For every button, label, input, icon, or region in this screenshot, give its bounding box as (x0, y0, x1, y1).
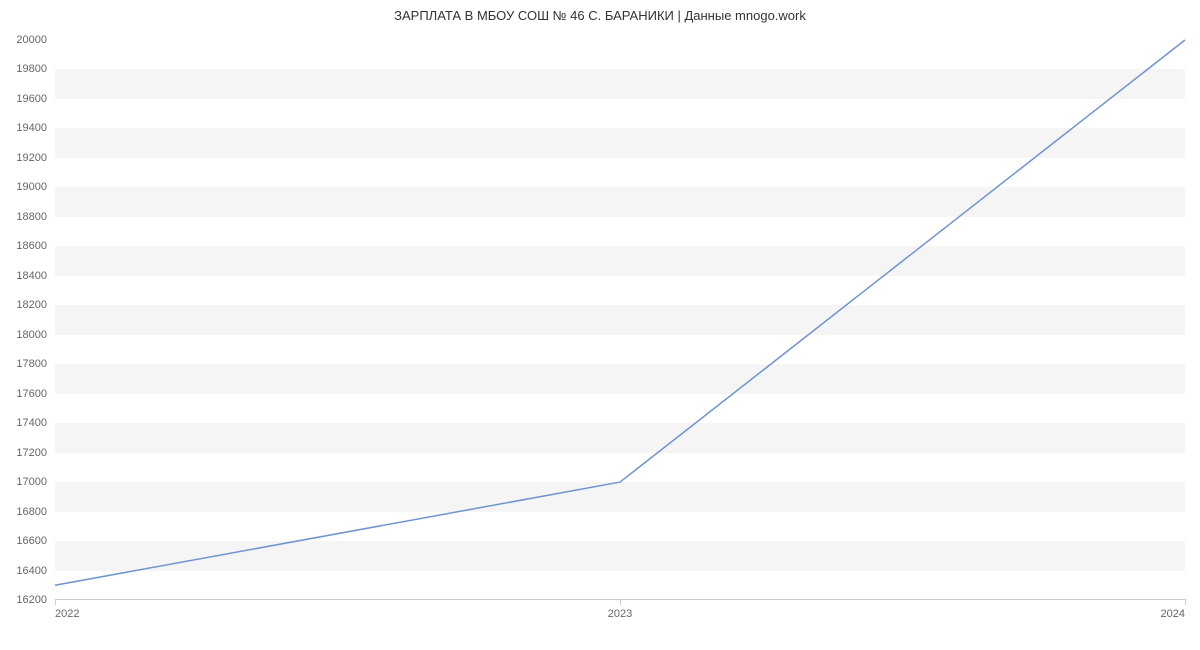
x-tick (1185, 599, 1186, 605)
y-tick-label: 16200 (16, 594, 47, 606)
y-tick-label: 19400 (16, 122, 47, 134)
x-tick-label: 2022 (55, 608, 79, 620)
y-tick-label: 16400 (16, 565, 47, 577)
series-line (55, 40, 1185, 585)
x-tick-label: 2024 (1161, 608, 1185, 620)
y-tick-label: 18000 (16, 329, 47, 341)
y-tick-label: 17200 (16, 447, 47, 459)
y-tick-label: 19600 (16, 93, 47, 105)
y-tick-label: 19000 (16, 181, 47, 193)
y-tick-label: 19200 (16, 152, 47, 164)
y-tick-label: 19800 (16, 63, 47, 75)
chart-plot-area: 1620016400166001680017000172001740017600… (55, 40, 1185, 600)
x-tick-label: 2023 (608, 608, 632, 620)
y-tick-label: 18400 (16, 270, 47, 282)
y-tick-label: 18800 (16, 211, 47, 223)
y-tick-label: 17000 (16, 476, 47, 488)
y-tick-label: 16800 (16, 506, 47, 518)
y-tick-label: 17800 (16, 358, 47, 370)
y-tick-label: 18200 (16, 299, 47, 311)
y-tick-label: 17400 (16, 417, 47, 429)
chart-title: ЗАРПЛАТА В МБОУ СОШ № 46 С. БАРАНИКИ | Д… (0, 0, 1200, 23)
y-tick-label: 18600 (16, 240, 47, 252)
y-tick-label: 17600 (16, 388, 47, 400)
y-tick-label: 16600 (16, 535, 47, 547)
y-tick-label: 20000 (16, 34, 47, 46)
